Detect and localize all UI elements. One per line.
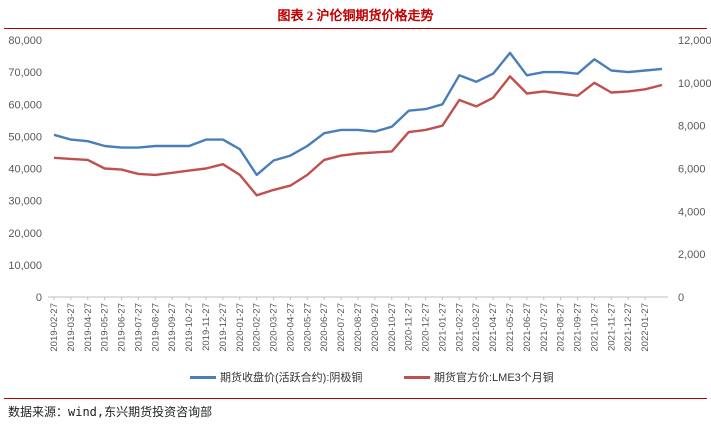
x-tick-label: 2021-09-27 xyxy=(573,303,584,352)
chart-title: 图表 2 沪伦铜期货价格走势 xyxy=(277,8,434,23)
x-tick-label: 2021-02-27 xyxy=(454,303,465,352)
legend-item-lme: 期货官方价:LME3个月铜 xyxy=(404,369,554,385)
right-axis-ticks: 0 2,000 4,000 6,000 8,000 10,000 12,000 xyxy=(678,35,711,304)
series-line-shfe xyxy=(53,51,663,177)
x-tick-label: 2021-04-27 xyxy=(488,303,499,352)
x-tick-label: 2020-08-27 xyxy=(353,303,364,352)
line-chart: 0 10,000 20,000 30,000 40,000 50,000 60,000 70,… xyxy=(8,35,711,352)
x-tick-label: 2021-07-27 xyxy=(539,303,550,352)
x-tick-label: 2019-11-27 xyxy=(201,303,212,351)
left-tick-label: 0 xyxy=(36,292,42,304)
x-tick-label: 2019-06-27 xyxy=(117,303,128,352)
right-tick-label: 4,000 xyxy=(678,206,706,218)
x-tick-label: 2021-11-27 xyxy=(606,303,617,351)
x-tick-label: 2019-07-27 xyxy=(133,303,144,352)
x-tick-label: 2019-10-27 xyxy=(184,303,195,352)
x-tick-label: 2020-11-27 xyxy=(404,303,415,351)
right-tick-label: 2,000 xyxy=(678,249,706,261)
x-tick-label: 2019-03-27 xyxy=(66,303,77,352)
left-tick-label: 30,000 xyxy=(8,196,42,208)
legend-label-lme: 期货官方价:LME3个月铜 xyxy=(434,372,554,384)
x-tick-label: 2021-08-27 xyxy=(556,303,567,352)
top-rule xyxy=(4,28,707,29)
x-tick-label: 2019-08-27 xyxy=(150,303,161,352)
left-tick-label: 10,000 xyxy=(8,260,42,272)
left-tick-label: 80,000 xyxy=(8,35,42,47)
source-note: 数据来源：wind,东兴期货投资咨询部 xyxy=(8,405,213,419)
x-tick-label: 2019-04-27 xyxy=(83,303,94,352)
series-layer xyxy=(53,51,663,197)
x-tick-label: 2020-10-27 xyxy=(387,303,398,352)
x-tick-label: 2020-01-27 xyxy=(235,303,246,352)
right-tick-label: 8,000 xyxy=(678,121,706,133)
left-tick-label: 20,000 xyxy=(8,228,42,240)
x-tick-label: 2021-01-27 xyxy=(437,303,448,352)
legend-item-shfe: 期货收盘价(活跃合约):阴极铜 xyxy=(190,369,362,385)
x-tick-label: 2019-05-27 xyxy=(100,303,111,352)
x-tick-label: 2020-02-27 xyxy=(252,303,263,352)
x-tick-label: 2020-05-27 xyxy=(302,303,313,352)
bottom-rule xyxy=(4,398,707,399)
x-tick-label: 2019-02-27 xyxy=(49,303,60,352)
x-tick-label: 2021-06-27 xyxy=(522,303,533,352)
left-axis-ticks: 0 10,000 20,000 30,000 40,000 50,000 60,000 70,… xyxy=(8,35,42,304)
right-tick-label: 6,000 xyxy=(678,164,706,176)
x-tick-label: 2019-12-27 xyxy=(218,303,229,352)
x-tick-label: 2020-12-27 xyxy=(421,303,432,352)
left-tick-label: 70,000 xyxy=(8,67,42,79)
x-tick-label: 2019-09-27 xyxy=(167,303,178,352)
left-tick-label: 40,000 xyxy=(8,164,42,176)
x-axis-ticks: 2019-02-27 2019-03-27 2019-04-27 2019-05-27… xyxy=(49,297,651,352)
x-tick-label: 2021-12-27 xyxy=(623,303,634,352)
series-line-lme xyxy=(53,75,663,197)
right-tick-label: 10,000 xyxy=(678,78,711,90)
x-tick-label: 2020-06-27 xyxy=(319,303,330,352)
x-tick-label: 2021-10-27 xyxy=(589,303,600,352)
x-tick-label: 2020-07-27 xyxy=(336,303,347,352)
x-tick-label: 2020-04-27 xyxy=(285,303,296,352)
x-tick-label: 2020-03-27 xyxy=(269,303,280,352)
x-tick-label: 2020-09-27 xyxy=(370,303,381,352)
legend-swatch-lme xyxy=(404,375,430,379)
left-tick-label: 60,000 xyxy=(8,99,42,111)
right-tick-label: 0 xyxy=(678,292,684,304)
x-tick-label: 2021-03-27 xyxy=(471,303,482,352)
x-tick-label: 2021-05-27 xyxy=(505,303,516,352)
x-tick-label: 2022-01-27 xyxy=(640,303,651,352)
legend-label-shfe: 期货收盘价(活跃合约):阴极铜 xyxy=(220,372,363,384)
legend-swatch-shfe xyxy=(190,375,216,379)
left-tick-label: 50,000 xyxy=(8,131,42,143)
right-tick-label: 12,000 xyxy=(678,35,711,47)
